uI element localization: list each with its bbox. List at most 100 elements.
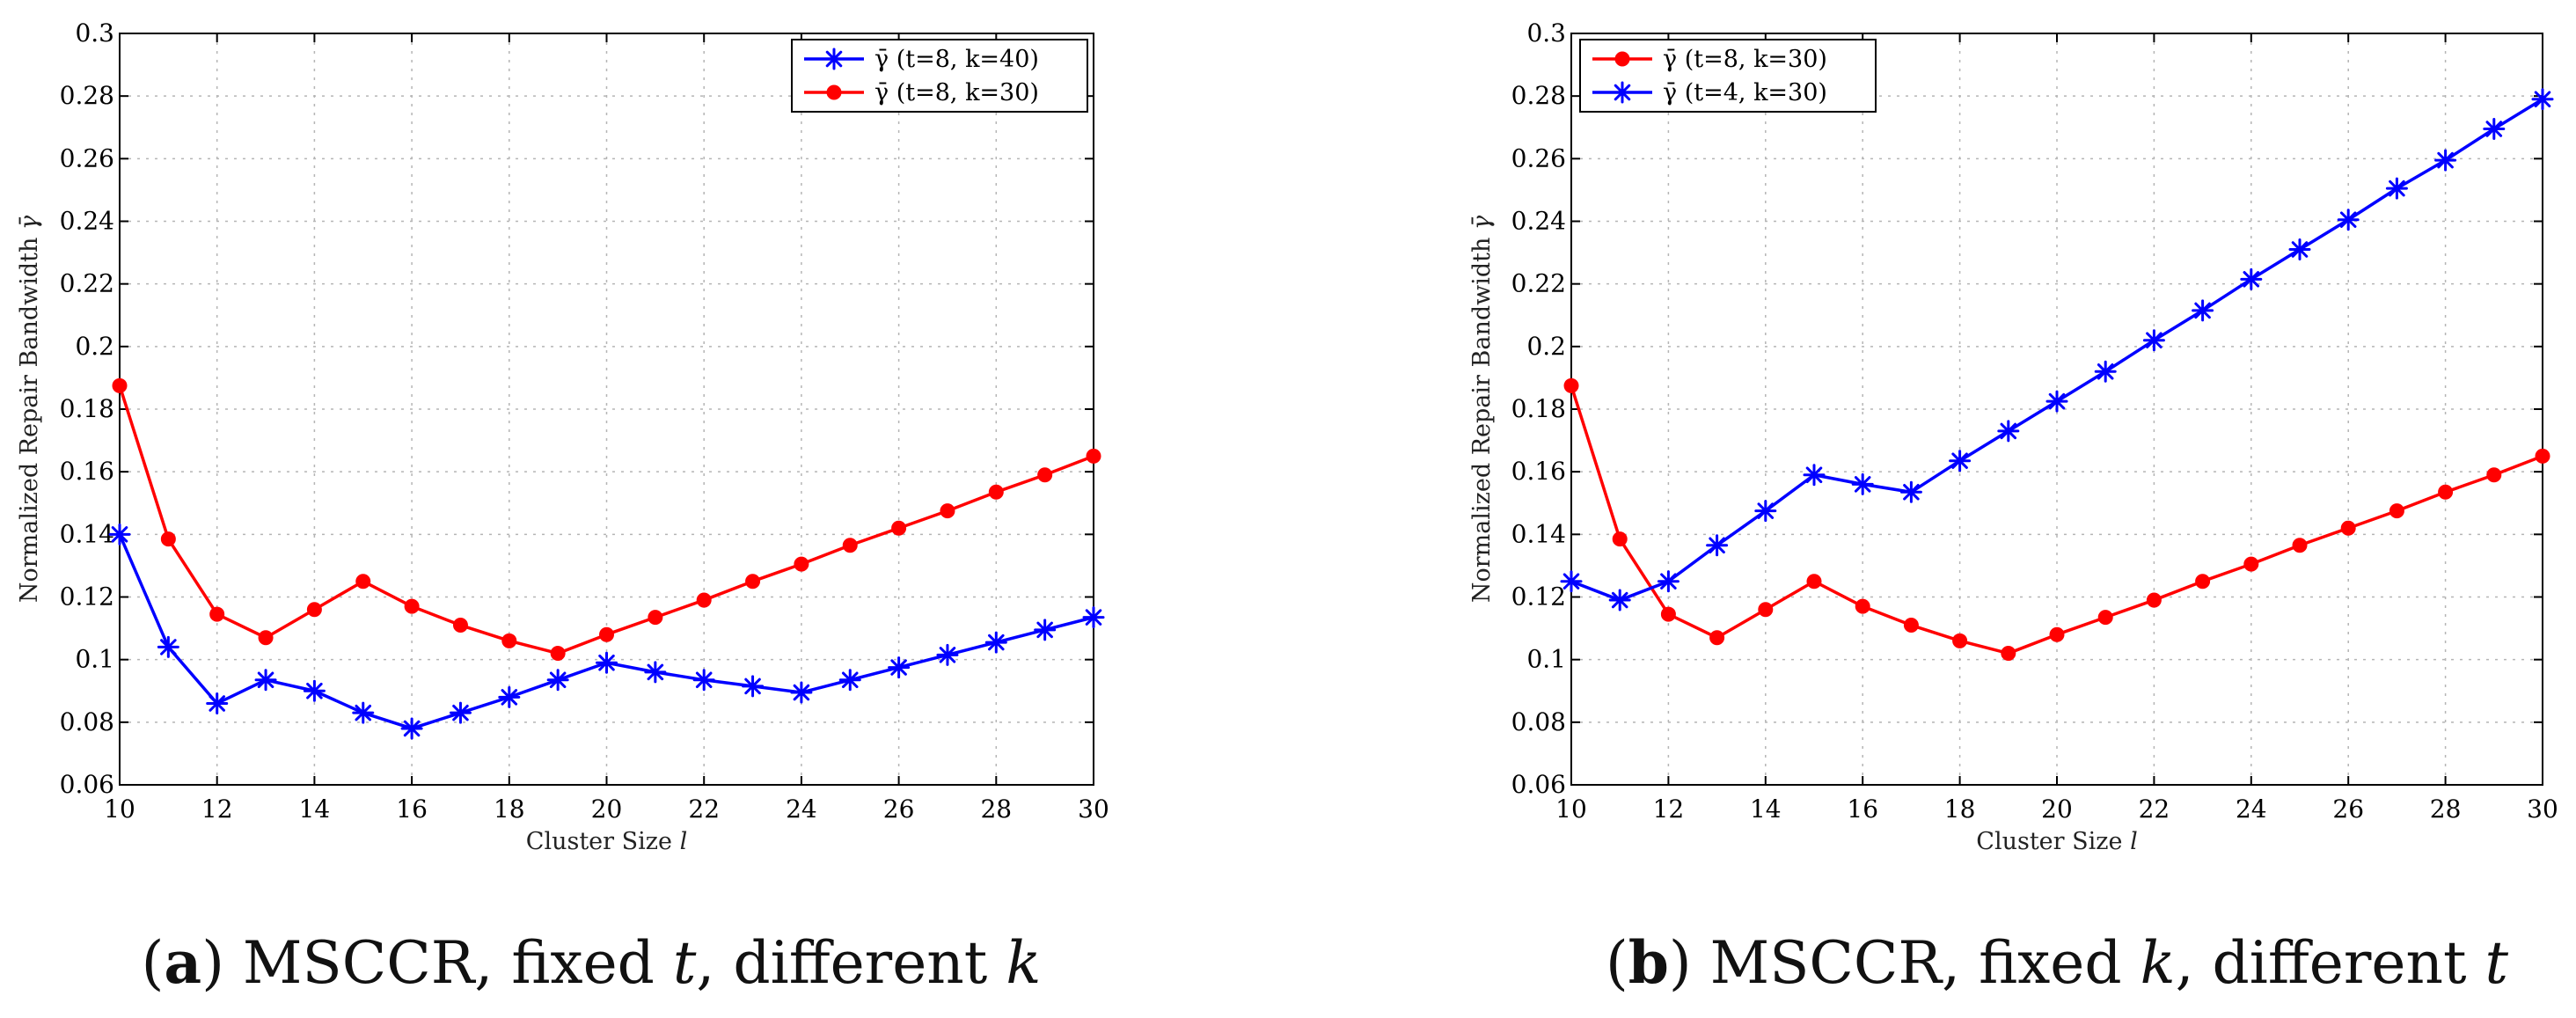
x-tick-label: 24 <box>786 795 817 824</box>
x-tick-label: 26 <box>2332 795 2364 824</box>
asterisk-marker-stroke <box>695 671 713 689</box>
y-tick-label: 0.16 <box>1511 457 1566 486</box>
data-point <box>2097 610 2113 626</box>
data-point <box>306 602 322 618</box>
data-point <box>823 48 845 70</box>
asterisk-marker-stroke <box>2243 271 2260 288</box>
y-tick-label: 0.1 <box>1526 645 1566 674</box>
data-point <box>1952 633 1968 648</box>
x-tick-label: 30 <box>2527 795 2558 824</box>
data-point <box>546 669 569 692</box>
data-point <box>1037 467 1053 483</box>
legend-label: γ̄ (t=8, k=30) <box>1663 46 1827 73</box>
data-point <box>1612 531 1628 547</box>
asterisk-marker-stroke <box>793 684 810 701</box>
asterisk-marker-stroke <box>355 704 372 721</box>
data-point <box>1660 606 1676 622</box>
chart-panel-a: 10 12 14 16 18 20 22 24 26 28 30 0.06 0.08 0.1 0.12 0.1… <box>16 18 1109 997</box>
data-point <box>1082 606 1105 629</box>
asterisk-marker-stroke <box>403 720 421 737</box>
data-point <box>254 669 277 692</box>
asterisk-marker-stroke <box>2389 179 2405 197</box>
data-point <box>1608 589 1631 612</box>
x-tick-label: 12 <box>201 795 233 824</box>
data-point <box>1563 377 1579 393</box>
asterisk-marker-stroke <box>1709 537 1725 554</box>
data-point <box>2192 299 2214 322</box>
data-point <box>1086 448 1101 464</box>
data-point <box>355 574 371 590</box>
y-tick-label: 0.22 <box>1511 269 1566 298</box>
data-point <box>2486 467 2502 483</box>
data-point <box>2438 484 2454 500</box>
data-point <box>2243 556 2259 572</box>
asterisk-marker-stroke <box>598 654 615 671</box>
data-point <box>2389 503 2404 519</box>
data-point <box>2340 520 2356 536</box>
data-point <box>258 630 274 646</box>
y-tick-label: 0.1 <box>75 645 114 674</box>
series-0 <box>108 523 1105 740</box>
data-point <box>2385 177 2408 200</box>
data-point <box>112 377 128 393</box>
data-point <box>2535 448 2550 464</box>
y-tick-label: 0.24 <box>1511 207 1566 236</box>
caption-letter: b <box>1628 928 1669 997</box>
data-point <box>1706 534 1729 557</box>
asterisk-marker-stroke <box>2291 241 2309 258</box>
data-point <box>2531 88 2554 111</box>
data-point <box>2288 238 2311 261</box>
data-point <box>1851 472 1874 495</box>
x-tick-label: 20 <box>2041 795 2073 824</box>
asterisk-marker-stroke <box>988 634 1005 651</box>
asterisk-marker-stroke <box>825 50 843 68</box>
asterisk-marker-stroke <box>160 639 177 655</box>
y-tick-label: 0.06 <box>60 770 114 799</box>
data-point <box>1903 618 1919 634</box>
asterisk-marker-stroke <box>2048 392 2066 410</box>
data-point <box>1806 574 1822 590</box>
x-tick-label: 28 <box>2430 795 2462 824</box>
data-point <box>1803 464 1826 487</box>
y-axis-label-var: γ̄ <box>1468 215 1496 230</box>
caption-var: t <box>673 929 697 997</box>
asterisk-marker-stroke <box>1614 84 1631 101</box>
data-point <box>303 679 326 702</box>
y-tick-label: 0.06 <box>1511 770 1566 799</box>
y-axis-label: Normalized Repair Bandwidth γ̄ <box>1468 215 1496 603</box>
data-point <box>1758 602 1774 618</box>
x-tick-label: 12 <box>1653 795 1685 824</box>
data-point <box>742 675 765 698</box>
y-tick-label: 0.08 <box>60 707 114 736</box>
asterisk-marker-stroke <box>501 689 518 706</box>
x-tick-label: 26 <box>883 795 915 824</box>
data-point <box>838 669 861 692</box>
x-tick-label: 30 <box>1078 795 1109 824</box>
series-1 <box>112 377 1101 662</box>
y-axis-label-var: γ̄ <box>16 215 43 230</box>
x-tick-label: 18 <box>494 795 525 824</box>
y-tick-label: 0.16 <box>60 457 114 486</box>
asterisk-marker-stroke <box>890 659 907 676</box>
data-point <box>1614 51 1630 67</box>
data-point <box>2195 574 2211 590</box>
x-tick-label: 16 <box>396 795 428 824</box>
data-point <box>984 631 1007 654</box>
data-point <box>1657 570 1680 593</box>
data-point <box>1560 570 1583 593</box>
y-tick-label: 0.2 <box>1526 332 1566 361</box>
y-tick-label: 0.18 <box>1511 394 1566 423</box>
data-point <box>108 523 131 546</box>
x-axis-label-var: l <box>2130 828 2138 855</box>
grid-lines <box>1571 33 2543 785</box>
data-point <box>2001 646 2016 662</box>
y-tick-label: 0.3 <box>75 18 114 48</box>
data-point <box>745 574 761 590</box>
legend: γ̄ (t=8, k=30) γ̄ (t=4, k=30) <box>1579 39 1877 113</box>
asterisk-marker-stroke <box>2097 363 2114 380</box>
y-tick-label: 0.18 <box>60 394 114 423</box>
asterisk-marker-stroke <box>452 704 469 721</box>
asterisk-marker-stroke <box>939 647 956 663</box>
caption-letter: a <box>164 928 201 997</box>
